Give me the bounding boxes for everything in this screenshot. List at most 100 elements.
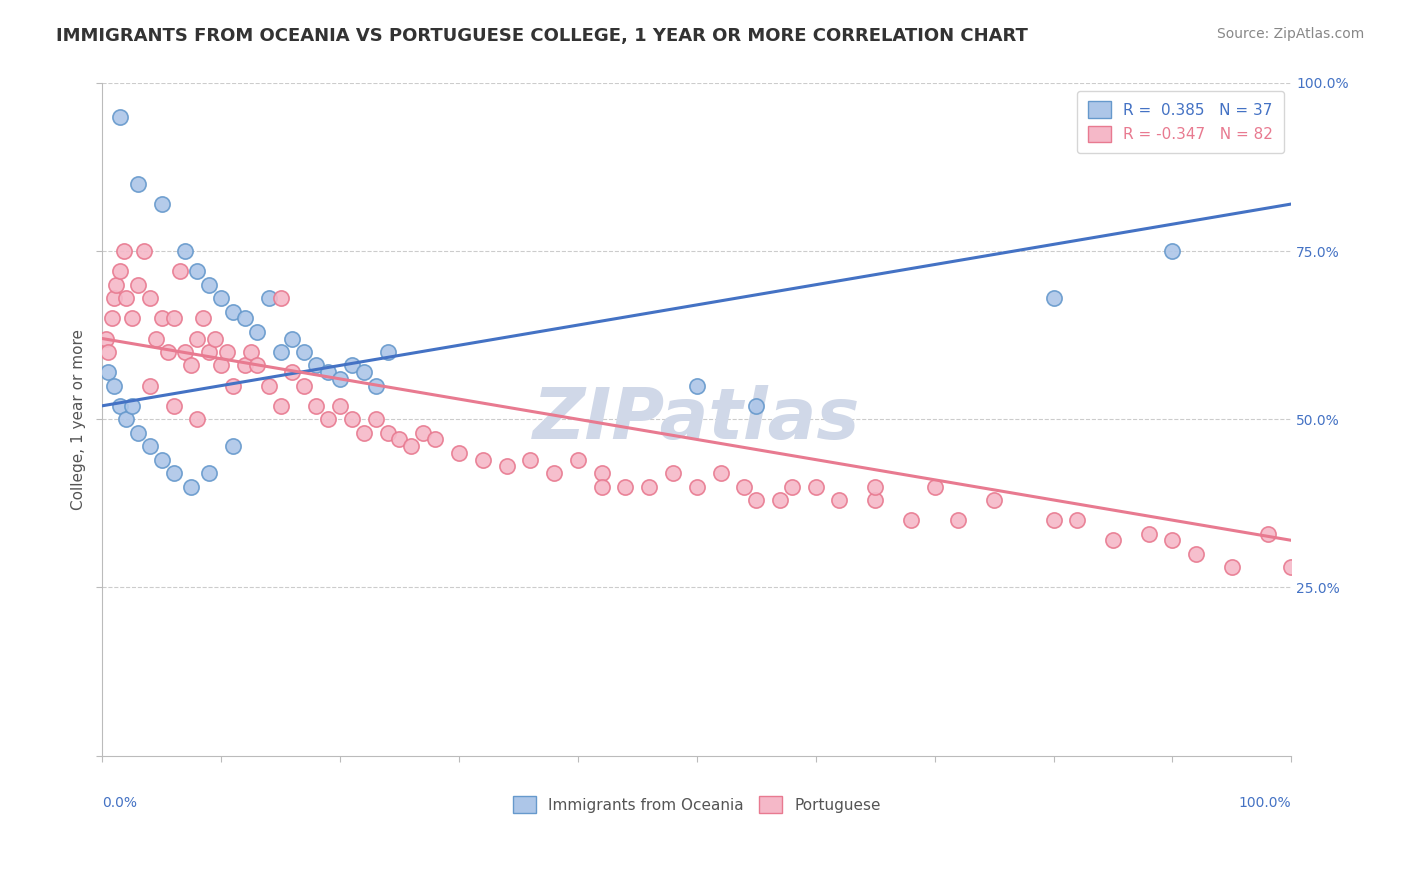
Point <box>377 425 399 440</box>
Point <box>329 372 352 386</box>
Point <box>281 332 304 346</box>
Point <box>150 452 173 467</box>
Point <box>180 479 202 493</box>
Point <box>804 479 827 493</box>
Point <box>745 493 768 508</box>
Point <box>388 433 411 447</box>
Point <box>186 264 208 278</box>
Point <box>270 345 292 359</box>
Point <box>401 439 423 453</box>
Point <box>169 264 191 278</box>
Point <box>495 459 517 474</box>
Point <box>100 311 122 326</box>
Point <box>471 452 494 467</box>
Point <box>108 110 131 124</box>
Point <box>127 425 149 440</box>
Point <box>97 365 120 379</box>
Point <box>709 466 731 480</box>
Text: IMMIGRANTS FROM OCEANIA VS PORTUGUESE COLLEGE, 1 YEAR OR MORE CORRELATION CHART: IMMIGRANTS FROM OCEANIA VS PORTUGUESE CO… <box>56 27 1028 45</box>
Point <box>108 264 131 278</box>
Point <box>591 479 613 493</box>
Y-axis label: College, 1 year or more: College, 1 year or more <box>72 329 86 509</box>
Point <box>828 493 851 508</box>
Point <box>983 493 1005 508</box>
Point <box>340 412 363 426</box>
Point <box>364 378 387 392</box>
Point <box>174 345 197 359</box>
Point <box>686 479 709 493</box>
Point <box>270 291 292 305</box>
Text: 100.0%: 100.0% <box>1239 796 1291 810</box>
Point <box>209 291 232 305</box>
Point <box>150 311 173 326</box>
Point <box>103 378 125 392</box>
Point <box>1220 560 1243 574</box>
Point <box>638 479 661 493</box>
Point <box>353 425 375 440</box>
Point <box>447 446 470 460</box>
Point <box>1161 244 1184 258</box>
Point <box>745 399 768 413</box>
Point <box>145 332 167 346</box>
Point <box>209 359 232 373</box>
Point <box>863 479 886 493</box>
Point <box>591 466 613 480</box>
Point <box>863 493 886 508</box>
Point <box>127 177 149 191</box>
Point <box>257 291 280 305</box>
Point <box>1102 533 1125 548</box>
Point <box>217 345 239 359</box>
Point <box>94 332 117 346</box>
Point <box>780 479 803 493</box>
Point <box>733 479 755 493</box>
Text: ZIPatlas: ZIPatlas <box>533 384 860 454</box>
Point <box>174 244 197 258</box>
Point <box>377 345 399 359</box>
Point <box>105 277 128 292</box>
Point <box>115 412 138 426</box>
Point <box>162 399 184 413</box>
Point <box>186 332 208 346</box>
Point <box>353 365 375 379</box>
Point <box>614 479 637 493</box>
Point <box>186 412 208 426</box>
Text: Source: ZipAtlas.com: Source: ZipAtlas.com <box>1216 27 1364 41</box>
Point <box>204 332 226 346</box>
Point <box>108 399 131 413</box>
Point <box>1257 526 1279 541</box>
Point <box>162 466 184 480</box>
Point <box>567 452 589 467</box>
Point <box>305 399 328 413</box>
Point <box>1066 513 1088 527</box>
Point <box>127 277 149 292</box>
Point <box>686 378 709 392</box>
Point <box>1042 291 1064 305</box>
Point <box>412 425 434 440</box>
Point <box>281 365 304 379</box>
Point <box>292 378 315 392</box>
Point <box>329 399 352 413</box>
Point <box>1161 533 1184 548</box>
Point <box>305 359 328 373</box>
Point <box>1279 560 1302 574</box>
Point <box>340 359 363 373</box>
Point <box>246 359 269 373</box>
Point <box>162 311 184 326</box>
Point <box>948 513 970 527</box>
Point <box>1042 513 1064 527</box>
Point <box>364 412 387 426</box>
Point <box>139 378 162 392</box>
Point <box>198 277 221 292</box>
Point <box>316 412 339 426</box>
Point <box>112 244 135 258</box>
Point <box>270 399 292 413</box>
Point <box>222 439 245 453</box>
Point <box>139 439 162 453</box>
Point <box>425 433 447 447</box>
Point <box>246 325 269 339</box>
Point <box>233 359 256 373</box>
Point <box>97 345 120 359</box>
Point <box>193 311 215 326</box>
Legend: Immigrants from Oceania, Portuguese: Immigrants from Oceania, Portuguese <box>503 787 890 822</box>
Point <box>769 493 792 508</box>
